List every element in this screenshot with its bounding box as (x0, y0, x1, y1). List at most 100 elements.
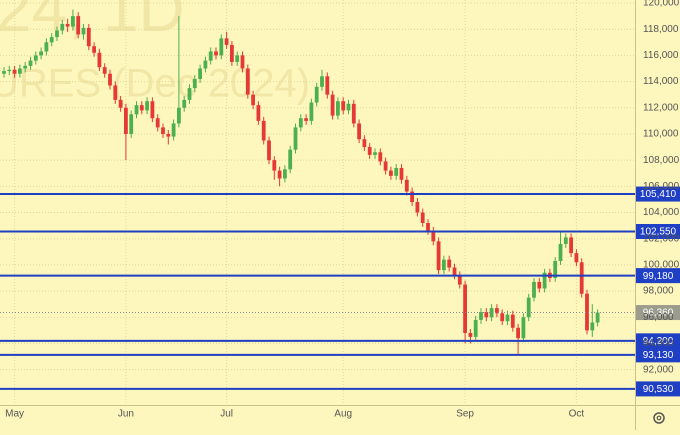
level-badge (636, 186, 680, 202)
y-tick-label: 92,000 (643, 364, 674, 375)
candle-body (325, 76, 330, 95)
candle-body (235, 55, 240, 62)
candle-body (389, 170, 393, 176)
candle-body (452, 267, 457, 276)
candle-body (558, 243, 563, 261)
candle-body (463, 284, 467, 333)
candle-body (293, 127, 298, 150)
candle-body (505, 314, 510, 322)
candle-body (145, 101, 149, 111)
candle-body (97, 52, 102, 68)
level-label: 94,200 (643, 336, 674, 347)
levels: 96,360 105,410 102,550 99,180 94,200 93,130 90… (0, 186, 680, 397)
candle-body (436, 241, 441, 271)
candle-body (2, 71, 6, 74)
candle-body (55, 30, 59, 38)
y-tick-label: 98,000 (643, 286, 674, 297)
candle-body (516, 327, 520, 339)
candle-body (415, 202, 420, 213)
candle-body (171, 123, 176, 137)
candle-body (33, 55, 38, 61)
candle-body (267, 140, 271, 161)
last-price-label: 96,360 (643, 308, 674, 319)
x-tick-label: May (5, 409, 24, 420)
candle-body (330, 94, 335, 116)
candle-body (468, 332, 473, 337)
y-tick-label: 106,000 (643, 181, 680, 192)
candle-body (166, 133, 171, 137)
level-label: 102,550 (640, 227, 677, 238)
y-tick-label: 110,000 (643, 129, 679, 140)
candle-body (500, 313, 505, 322)
level-badge (636, 333, 680, 349)
candle-body (288, 149, 293, 170)
candle-body (134, 105, 139, 115)
watermark: 24, 1D (0, 0, 185, 45)
candle-body (553, 260, 558, 278)
candle-body (113, 85, 118, 100)
y-tick-label: 100,000 (643, 260, 680, 271)
candle-body (161, 127, 165, 134)
y-tick-label: 112,000 (643, 102, 679, 113)
grid (0, 0, 635, 405)
settings-icon[interactable] (653, 412, 665, 424)
level-badge (636, 347, 680, 363)
y-tick-label: 118,000 (643, 24, 679, 35)
candle-body (404, 179, 409, 192)
candle-body (256, 105, 261, 121)
candle-body (367, 147, 372, 155)
candle-body (240, 55, 245, 69)
y-tick-label: 94,000 (643, 338, 674, 349)
candle-body (108, 73, 112, 86)
candle-body (7, 69, 12, 72)
candle-body (208, 51, 213, 61)
level-label: 93,130 (643, 350, 674, 361)
settings-gear[interactable] (653, 412, 665, 424)
settings-gear-center[interactable] (656, 415, 662, 421)
corner (636, 406, 680, 430)
candle-body (277, 170, 282, 179)
y-tick-label: 102,000 (643, 233, 680, 244)
y-tick-label: 104,000 (643, 207, 680, 218)
candle-body (357, 123, 361, 140)
candle-body (49, 37, 54, 43)
candle-body (314, 86, 319, 103)
candle-body (251, 94, 255, 106)
candle-body (542, 272, 547, 289)
x-tick-label: Jul (220, 409, 233, 420)
candle-body (86, 27, 91, 47)
candle-body (102, 67, 107, 74)
candle-body (182, 99, 187, 108)
candle-body (261, 120, 266, 141)
level-label: 99,180 (643, 271, 674, 282)
candle-body (76, 16, 81, 35)
candle-body (139, 105, 144, 111)
candle-body (579, 262, 584, 294)
candle-body (12, 69, 17, 74)
level-badge (636, 381, 680, 397)
candle-body (532, 281, 536, 298)
candle-body (198, 68, 202, 79)
candle-body (304, 118, 308, 121)
candle-body (457, 275, 462, 285)
candle-body (18, 68, 22, 74)
candle-body (426, 222, 430, 231)
candle-body (150, 101, 155, 119)
candle-body (346, 103, 351, 111)
candle-body (219, 38, 224, 56)
candle-body (92, 46, 96, 53)
candle-body (44, 42, 49, 52)
y-tick-label: 96,000 (643, 312, 674, 323)
candle-body (192, 78, 197, 89)
candle-body (320, 76, 324, 87)
candle-body (177, 107, 181, 124)
level-label: 90,530 (643, 384, 674, 395)
candle-body (341, 101, 346, 111)
candle-body (124, 107, 128, 134)
candle-body (373, 152, 377, 155)
x-tick-label: Aug (334, 409, 352, 420)
candle-body (39, 51, 43, 56)
x-tick-label: Sep (456, 409, 474, 420)
candle-body (187, 88, 192, 100)
